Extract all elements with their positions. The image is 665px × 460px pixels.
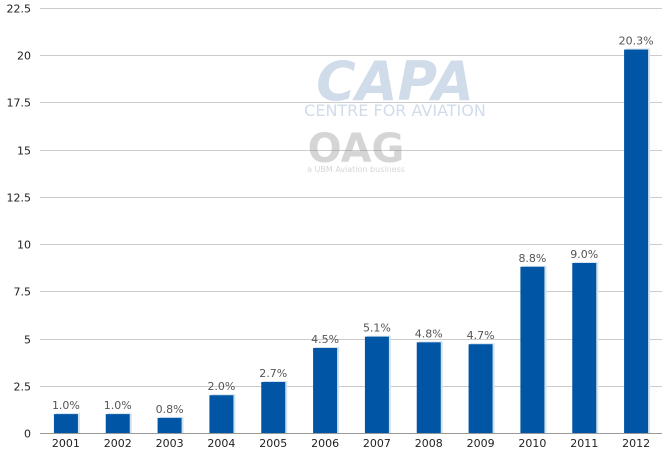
bar-2006 (313, 348, 338, 433)
y-tick-label: 12.5 (7, 192, 32, 205)
x-tick-label: 2008 (415, 437, 443, 450)
watermark-logo: CAPA CENTRE FOR AVIATION OAG a UBM Aviat… (304, 50, 486, 174)
x-tick-label: 2002 (104, 437, 132, 450)
bar-2009 (468, 344, 493, 433)
x-tick-label: 2010 (518, 437, 546, 450)
labels: 1.0% 2001 1.0% 2002 0.8% 2003 2.0% 2004 2.7% 2005… (52, 35, 654, 450)
data-label: 1.0% (104, 399, 132, 412)
bar-2003 (157, 417, 182, 433)
watermark-centre: CENTRE FOR AVIATION (304, 101, 486, 120)
data-label: 9.0% (570, 248, 598, 261)
bar-2010 (520, 266, 545, 433)
bar-2002 (105, 414, 130, 433)
y-tick-label: 2.5 (14, 381, 32, 394)
x-tick-label: 2007 (363, 437, 391, 450)
y-tick-label: 20 (17, 50, 31, 63)
data-label: 2.7% (259, 367, 287, 380)
watermark-oag: OAG (308, 126, 405, 172)
y-tick-label: 7.5 (14, 286, 32, 299)
axes: 0 2.5 5 7.5 10 12.5 15 17.5 20 22.5 (7, 3, 662, 441)
data-label: 8.8% (518, 252, 546, 265)
data-label: 20.3% (619, 35, 654, 48)
x-tick-label: 2005 (259, 437, 287, 450)
x-tick-label: 2003 (156, 437, 184, 450)
x-tick-label: 2001 (52, 437, 80, 450)
data-label: 0.8% (156, 403, 184, 416)
data-label: 5.1% (363, 322, 391, 335)
watermark-oag-sub: a UBM Aviation business (307, 165, 405, 174)
bar-2001 (53, 414, 78, 433)
grid-lines (40, 8, 662, 387)
data-label: 4.7% (467, 329, 495, 342)
y-tick-label: 0 (24, 428, 31, 441)
bar-2008 (416, 342, 441, 433)
bar-2012 (624, 49, 649, 434)
watermark-capa: CAPA (316, 50, 474, 113)
y-tick-label: 10 (17, 239, 31, 252)
bar-2004 (209, 395, 234, 433)
y-tick-label: 22.5 (7, 3, 32, 16)
bars (53, 48, 651, 434)
x-tick-label: 2006 (311, 437, 339, 450)
x-tick-label: 2011 (570, 437, 598, 450)
data-label: 4.8% (415, 327, 443, 340)
y-tick-label: 17.5 (7, 97, 32, 110)
bar-2005 (261, 382, 286, 433)
data-label: 2.0% (207, 380, 235, 393)
y-tick-label: 15 (17, 145, 31, 158)
bar-2007 (364, 336, 389, 433)
x-tick-label: 2009 (467, 437, 495, 450)
y-tick-label: 5 (24, 334, 31, 347)
x-tick-label: 2012 (622, 437, 650, 450)
bar-2011 (572, 263, 597, 433)
data-label: 1.0% (52, 399, 80, 412)
data-label: 4.5% (311, 333, 339, 346)
x-tick-label: 2004 (207, 437, 235, 450)
